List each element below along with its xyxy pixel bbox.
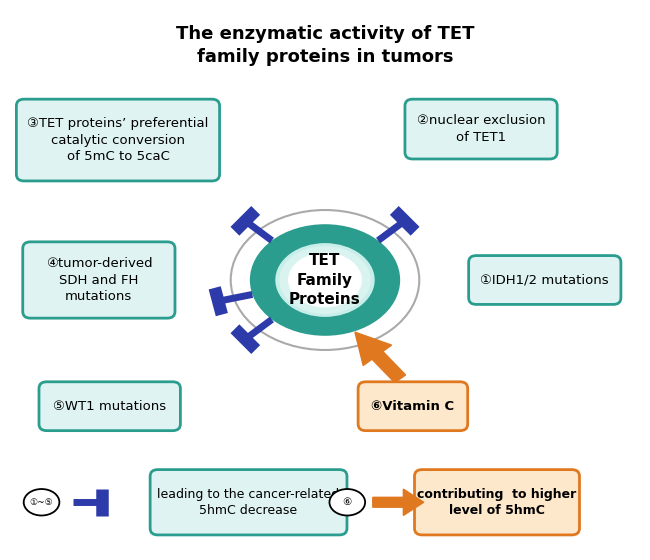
Text: ①~⑤: ①~⑤ [30, 498, 53, 507]
FancyBboxPatch shape [469, 255, 621, 305]
FancyBboxPatch shape [16, 99, 220, 181]
Text: ③TET proteins’ preferential
catalytic conversion
of 5mC to 5caC: ③TET proteins’ preferential catalytic co… [27, 117, 209, 163]
FancyBboxPatch shape [150, 470, 347, 535]
Ellipse shape [231, 210, 419, 350]
Text: ④tumor-derived
SDH and FH
mutations: ④tumor-derived SDH and FH mutations [46, 257, 152, 303]
FancyArrow shape [373, 489, 424, 515]
Text: ②nuclear exclusion
of TET1: ②nuclear exclusion of TET1 [417, 114, 545, 144]
Text: ⑥: ⑥ [343, 497, 352, 507]
Ellipse shape [250, 224, 400, 336]
Ellipse shape [276, 243, 374, 317]
FancyBboxPatch shape [415, 470, 580, 535]
Text: contributing  to higher
level of 5hmC: contributing to higher level of 5hmC [417, 488, 577, 517]
FancyBboxPatch shape [39, 382, 181, 431]
Ellipse shape [330, 489, 365, 516]
FancyBboxPatch shape [358, 382, 468, 431]
Text: The enzymatic activity of TET
family proteins in tumors: The enzymatic activity of TET family pro… [176, 25, 474, 66]
FancyArrow shape [355, 332, 406, 382]
Text: TET
Family
Proteins: TET Family Proteins [289, 253, 361, 307]
FancyBboxPatch shape [23, 242, 175, 318]
Text: leading to the cancer-related
5hmC decrease: leading to the cancer-related 5hmC decre… [157, 488, 339, 517]
Ellipse shape [23, 489, 59, 516]
Ellipse shape [280, 246, 370, 314]
Text: ①IDH1/2 mutations: ①IDH1/2 mutations [480, 273, 609, 287]
Ellipse shape [288, 253, 362, 307]
Text: ⑤WT1 mutations: ⑤WT1 mutations [53, 400, 166, 413]
Text: ⑥Vitamin C: ⑥Vitamin C [371, 400, 454, 413]
FancyBboxPatch shape [405, 99, 557, 159]
